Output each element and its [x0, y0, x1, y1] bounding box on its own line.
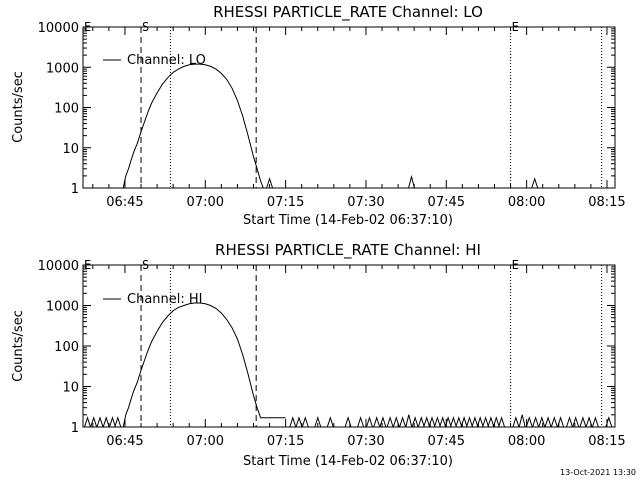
x-tick-label: 07:00: [187, 195, 224, 210]
x-tick-label: 07:30: [347, 434, 384, 449]
series-line: [122, 302, 286, 428]
x-tick-label: 07:00: [187, 434, 224, 449]
noise-spike: [417, 416, 425, 428]
y-tick-label: 10000: [38, 259, 79, 274]
y-tick-label: 10: [62, 381, 79, 396]
x-tick-label: 06:45: [106, 195, 143, 210]
chart-panel-lo: RHESSI PARTICLE_RATE Channel: LO Counts/…: [11, 3, 626, 228]
y-tick-label: 1: [71, 182, 79, 197]
noise-spike: [605, 416, 613, 428]
noise-spike: [550, 416, 558, 428]
y-tick-label: 1000: [46, 61, 79, 76]
chart-panel-hi: RHESSI PARTICLE_RATE Channel: HI Counts/…: [11, 241, 626, 469]
noise-spike: [392, 416, 400, 428]
noise-spike: [471, 416, 479, 428]
noise-spike: [557, 416, 565, 428]
noise-spike: [585, 416, 593, 428]
y-axis-label: Counts/sec: [11, 71, 26, 143]
noise-spike: [84, 416, 91, 428]
noise-spike: [492, 416, 500, 428]
noise-spike: [408, 174, 415, 189]
noise-spike: [525, 416, 533, 428]
noise-spike: [512, 416, 520, 428]
x-tick-label: 07:15: [267, 195, 304, 210]
x-axis-label: Start Time (14-Feb-02 06:37:10): [243, 454, 453, 469]
chart-title: RHESSI PARTICLE_RATE Channel: LO: [213, 3, 483, 22]
noise-spike: [357, 416, 365, 428]
noise-spike: [544, 416, 552, 428]
series-line: [122, 63, 264, 189]
noise-spike: [482, 416, 490, 428]
noise-spike: [591, 416, 599, 428]
noise-spike: [326, 416, 334, 428]
x-tick-label: 06:45: [106, 434, 143, 449]
x-tick-label: 07:45: [428, 434, 465, 449]
footer-timestamp: 13-Oct-2021 13:30: [560, 468, 636, 477]
chart-title: RHESSI PARTICLE_RATE Channel: HI: [215, 241, 481, 260]
noise-spike: [295, 416, 303, 428]
noise-spike: [538, 416, 546, 428]
noise-spike: [433, 416, 441, 428]
noise-spike: [379, 416, 387, 428]
noise-spike: [518, 414, 526, 428]
x-tick-label: 08:00: [508, 434, 545, 449]
noise-spike: [579, 416, 587, 428]
noise-spike: [314, 416, 322, 428]
noise-spike: [266, 177, 274, 189]
x-tick-label: 07:15: [267, 434, 304, 449]
interval-marker-s: S: [142, 258, 149, 272]
noise-spike: [90, 416, 98, 428]
noise-spike: [487, 416, 495, 428]
y-tick-label: 100: [54, 340, 79, 355]
y-tick-label: 1000: [46, 300, 79, 315]
noise-spike: [498, 416, 506, 428]
noise-spike: [466, 416, 473, 428]
noise-spike: [566, 416, 573, 428]
noise-spike: [109, 416, 116, 428]
noise-spike: [399, 416, 407, 428]
y-tick-label: 10: [62, 142, 79, 157]
noise-spike: [114, 416, 122, 428]
noise-spike: [344, 416, 352, 428]
noise-spike: [301, 416, 309, 428]
y-tick-label: 100: [54, 102, 79, 117]
x-tick-label: 08:15: [588, 195, 625, 210]
y-tick-label: 10000: [38, 21, 79, 36]
x-axis-label: Start Time (14-Feb-02 06:37:10): [243, 213, 453, 228]
noise-spike: [405, 414, 413, 428]
noise-spike: [531, 177, 539, 189]
noise-spike: [572, 416, 580, 428]
noise-spike: [476, 416, 484, 428]
interval-marker-s: S: [142, 20, 149, 34]
noise-spike: [439, 416, 447, 428]
legend-label: Channel: HI: [127, 292, 203, 307]
x-tick-label: 07:30: [347, 195, 384, 210]
noise-spike: [96, 416, 104, 428]
noise-spike: [289, 416, 297, 428]
x-tick-label: 08:15: [588, 434, 625, 449]
x-tick-label: 07:45: [428, 195, 465, 210]
legend-label: Channel: LO: [127, 53, 206, 68]
noise-spike: [449, 416, 457, 428]
y-axis-label: Counts/sec: [11, 310, 26, 382]
noise-spike: [428, 416, 436, 428]
interval-marker-e: E: [512, 20, 519, 34]
noise-spike: [460, 416, 468, 428]
noise-spike: [411, 416, 419, 428]
noise-spike: [386, 416, 394, 428]
x-tick-label: 08:00: [508, 195, 545, 210]
interval-marker-e: E: [512, 258, 519, 272]
noise-spike: [366, 416, 373, 428]
noise-spike: [444, 416, 452, 428]
noise-spike: [373, 416, 381, 428]
noise-spike: [423, 416, 431, 428]
noise-spike: [102, 416, 110, 428]
noise-spike: [455, 416, 463, 428]
y-tick-label: 1: [71, 421, 79, 436]
noise-spike: [532, 416, 540, 428]
